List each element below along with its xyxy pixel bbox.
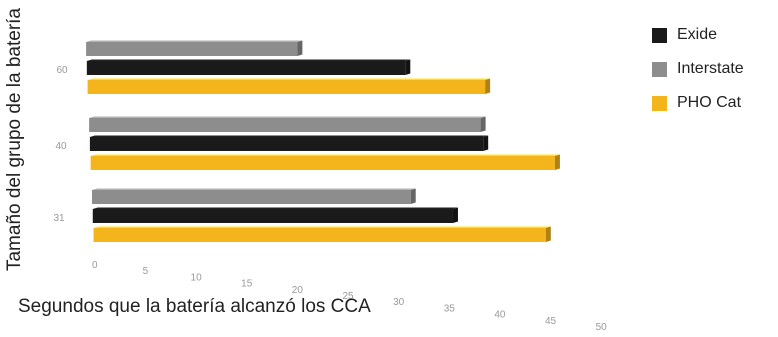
ticks-layer: 60 40 31 0 5 10 15 20 25 30 35 40 45 50 — [53, 65, 607, 333]
bars-layer — [86, 40, 560, 242]
y-axis-label: Tamaño del grupo de la batería — [4, 8, 25, 272]
legend-label-exide: Exide — [677, 26, 718, 43]
x-tick-15: 15 — [241, 279, 253, 290]
x-tick-10: 10 — [191, 272, 203, 283]
legend-swatch-interstate — [652, 61, 667, 77]
bar-exide-60 — [86, 59, 411, 75]
legend-swatch-exide — [652, 27, 667, 43]
bar-interstate-60 — [86, 40, 303, 56]
bar-pho-cat-31 — [93, 226, 551, 242]
x-tick-40: 40 — [494, 310, 506, 321]
x-tick-0: 0 — [92, 260, 98, 271]
x-tick-30: 30 — [393, 297, 405, 308]
legend: Exide Interstate PHO Cat — [652, 18, 744, 120]
legend-item-exide: Exide — [652, 18, 744, 52]
bar-exide-40 — [89, 135, 489, 151]
x-tick-50: 50 — [596, 322, 608, 333]
bar-interstate-40 — [89, 116, 486, 132]
x-tick-20: 20 — [292, 285, 304, 296]
bar-pho-cat-40 — [90, 154, 560, 170]
x-axis-label: Segundos que la batería alcanzó los CCA — [18, 296, 371, 317]
bar-pho-cat-60 — [87, 78, 491, 94]
x-tick-35: 35 — [444, 303, 456, 314]
legend-label-pho-cat: PHO Cat — [677, 94, 742, 111]
x-tick-25: 25 — [342, 291, 354, 302]
legend-item-interstate: Interstate — [652, 52, 744, 86]
x-tick-5: 5 — [143, 266, 149, 277]
legend-swatch-pho-cat — [652, 95, 667, 111]
category-label-40: 40 — [55, 141, 67, 152]
bar-exide-31 — [92, 207, 458, 223]
x-tick-45: 45 — [545, 316, 557, 327]
legend-item-pho-cat: PHO Cat — [652, 86, 744, 120]
category-label-31: 31 — [53, 213, 65, 224]
bar-interstate-31 — [92, 188, 416, 204]
category-label-60: 60 — [56, 65, 68, 76]
legend-label-interstate: Interstate — [677, 60, 744, 77]
